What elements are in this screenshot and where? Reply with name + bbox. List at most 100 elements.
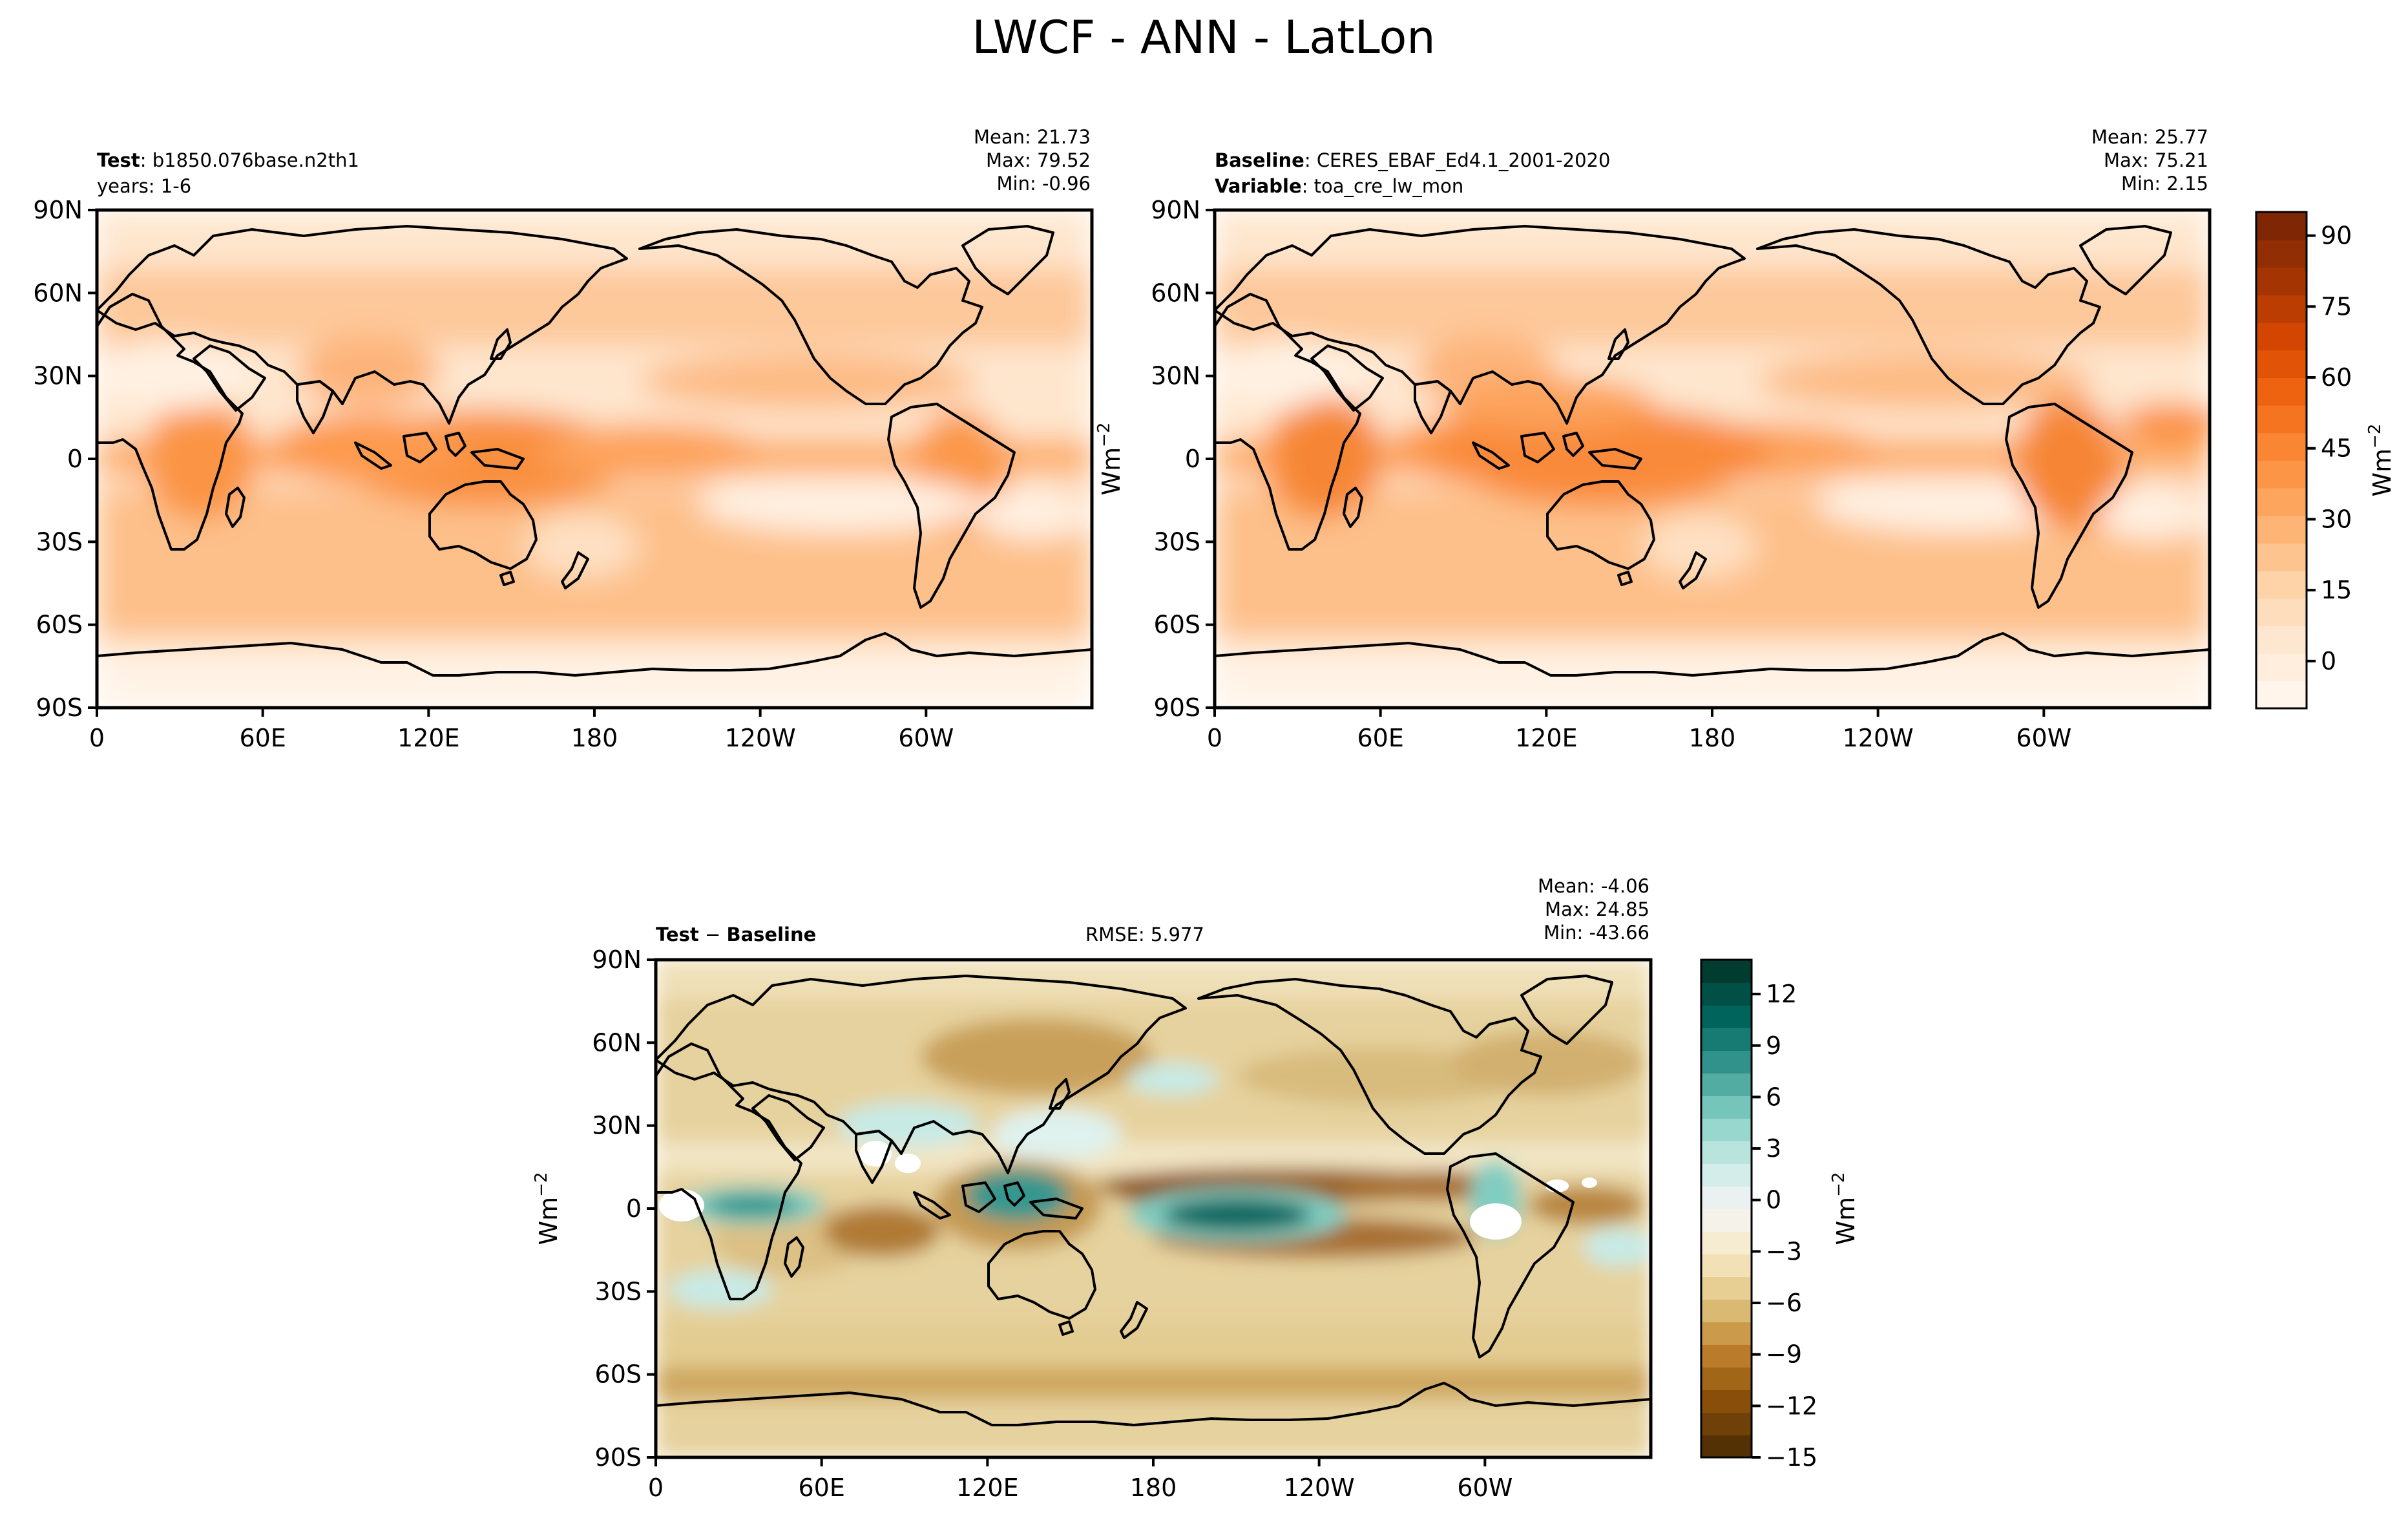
colorbar-tick-label: 30 — [2321, 505, 2352, 533]
diff-lat-tick-label: 90S — [595, 1443, 642, 1472]
diff-lon-tick-label: 0 — [648, 1474, 664, 1502]
colorbar-segment — [2256, 350, 2307, 378]
diff-lon-tick-label: 120E — [956, 1474, 1019, 1502]
diff-lat-tick-label: 60N — [592, 1028, 642, 1057]
test-lon-tick-label: 120W — [725, 724, 796, 752]
diff-lat-tick-label: 30S — [595, 1277, 642, 1305]
colorbar-segment — [2256, 377, 2307, 406]
colorbar-segment — [2256, 626, 2307, 654]
test-stat-mean: Mean: 21.73 — [974, 126, 1091, 148]
colorbar-diverging: −15 −12 −9 −6 −3 0 3 6 9 12 — [1700, 958, 1817, 1472]
colorbar-segment — [1701, 1322, 1752, 1345]
baseline-label: Baseline: CERES_EBAF_Ed4.1_2001-2020 — [1215, 149, 1610, 171]
colorbar-segment — [2256, 515, 2307, 544]
colorbar-segment — [1701, 1050, 1752, 1073]
colorbar-segment — [1701, 1299, 1752, 1322]
colorbar-segment — [1701, 1344, 1752, 1368]
test-lon-tick-label: 60E — [239, 724, 286, 752]
colorbar-diverging-label: Wm−2 — [1829, 1172, 1860, 1245]
diff-stat-min: Min: -43.66 — [1544, 922, 1649, 944]
colorbar-tick-label: 15 — [2321, 576, 2352, 604]
colorbar-sequential: 0 15 30 45 60 75 90 — [2255, 211, 2352, 710]
test-lon-tick-label: 120E — [397, 724, 460, 752]
colorbar-tick-label: 60 — [2321, 363, 2352, 392]
colorbar-segment — [1701, 1073, 1752, 1096]
diff-map — [656, 960, 1651, 1457]
test-lat-tick-label: 30N — [33, 362, 83, 390]
colorbar-segment — [1701, 1254, 1752, 1277]
colorbar-segment — [1701, 1209, 1752, 1232]
diff-rmse: RMSE: 5.977 — [1085, 924, 1204, 946]
test-lat-tick-label: 90S — [36, 693, 83, 722]
baseline-lat-tick-label: 30S — [1154, 527, 1200, 556]
test-lon-tick-label: 60W — [898, 724, 954, 752]
colorbar-segment — [1701, 1231, 1752, 1254]
colorbar-segment — [1701, 960, 1752, 983]
test-years: years: 1-6 — [97, 175, 191, 197]
colorbar-tick-label: 75 — [2321, 292, 2352, 321]
diff-lon-tick-label: 120W — [1284, 1474, 1355, 1502]
colorbar-sequential-label: Wm−2 — [2365, 424, 2396, 497]
test-lat-tick-label: 60N — [33, 279, 83, 307]
colorbar-tick-label: −15 — [1766, 1443, 1817, 1472]
panel-test: Mean: 21.73 Max: 79.52 Min: -0.96 Test: … — [33, 126, 1094, 752]
test-stat-max: Max: 79.52 — [986, 149, 1091, 171]
test-map — [97, 210, 1092, 708]
baseline-lon-tick-label: 0 — [1207, 724, 1222, 752]
colorbar-segment — [2256, 460, 2307, 489]
colorbar-frame — [2255, 211, 2308, 710]
colorbar-tick-label: −3 — [1766, 1237, 1802, 1265]
colorbar-segment — [2256, 267, 2307, 295]
colorbar-segment — [1701, 1412, 1752, 1435]
diff-stat-mean: Mean: -4.06 — [1538, 875, 1649, 897]
colorbar-tick-label: 12 — [1766, 980, 1797, 1008]
figure-title: LWCF - ANN - LatLon — [972, 11, 1435, 64]
baseline-lat-tick-label: 30N — [1151, 362, 1200, 390]
colorbar-segment — [2256, 487, 2307, 516]
diff-lat-tick-label: 0 — [626, 1194, 642, 1223]
test-lat-tick-label: 30S — [36, 527, 83, 556]
colorbar-segment — [1701, 1141, 1752, 1164]
colorbar-tick-label: 0 — [1766, 1186, 1781, 1214]
baseline-lat-tick-label: 60N — [1151, 279, 1200, 307]
diff-stat-max: Max: 24.85 — [1545, 898, 1649, 920]
colorbar-tick-label: −9 — [1766, 1340, 1802, 1369]
baseline-map — [1215, 210, 2210, 708]
colorbar-segment — [2256, 653, 2307, 682]
test-stat-min: Min: -0.96 — [997, 173, 1091, 195]
baseline-lon-tick-label: 60W — [2016, 724, 2071, 752]
colorbar-tick-label: 3 — [1766, 1134, 1781, 1163]
baseline-lat-tick-label: 90N — [1151, 196, 1200, 224]
colorbar-segment — [1701, 1163, 1752, 1187]
baseline-lon-tick-label: 60E — [1357, 724, 1403, 752]
colorbar-tick-label: −12 — [1766, 1391, 1817, 1420]
colorbar-segment — [1701, 1186, 1752, 1209]
test-lat-tick-label: 60S — [36, 611, 83, 639]
colorbar-segment — [2256, 405, 2307, 434]
test-label: Test: b1850.076base.n2th1 — [97, 149, 359, 171]
diff-lat-tick-label: 30N — [592, 1112, 642, 1140]
colorbar-tick-label: 90 — [2321, 222, 2352, 250]
baseline-stat-max: Max: 75.21 — [2104, 149, 2208, 171]
colorbar-segment — [1701, 1118, 1752, 1141]
colorbar-segment — [2256, 681, 2307, 709]
colorbar-segment — [1701, 1390, 1752, 1413]
colorbar-segment — [1701, 982, 1752, 1006]
colorbar-segment — [1701, 1028, 1752, 1051]
colorbar-segment — [1701, 1005, 1752, 1028]
colorbar-tick-label: −6 — [1766, 1289, 1802, 1317]
diff-lon-tick-label: 180 — [1130, 1474, 1177, 1502]
colorbar-segment — [2256, 598, 2307, 626]
diff-lat-tick-label: 60S — [595, 1360, 642, 1389]
baseline-variable: Variable: toa_cre_lw_mon — [1215, 175, 1463, 197]
diff-lat-tick-label: 90N — [592, 946, 642, 974]
test-lat-tick-label: 0 — [67, 445, 83, 473]
baseline-lon-tick-label: 120E — [1515, 724, 1578, 752]
colorbar-segment — [2256, 570, 2307, 599]
baseline-ylabel: Wm−2 — [1094, 423, 1125, 496]
colorbar-segment — [2256, 543, 2307, 571]
colorbar-segment — [2256, 212, 2307, 240]
colorbar-segment — [2256, 432, 2307, 461]
test-lon-tick-label: 180 — [571, 724, 618, 752]
